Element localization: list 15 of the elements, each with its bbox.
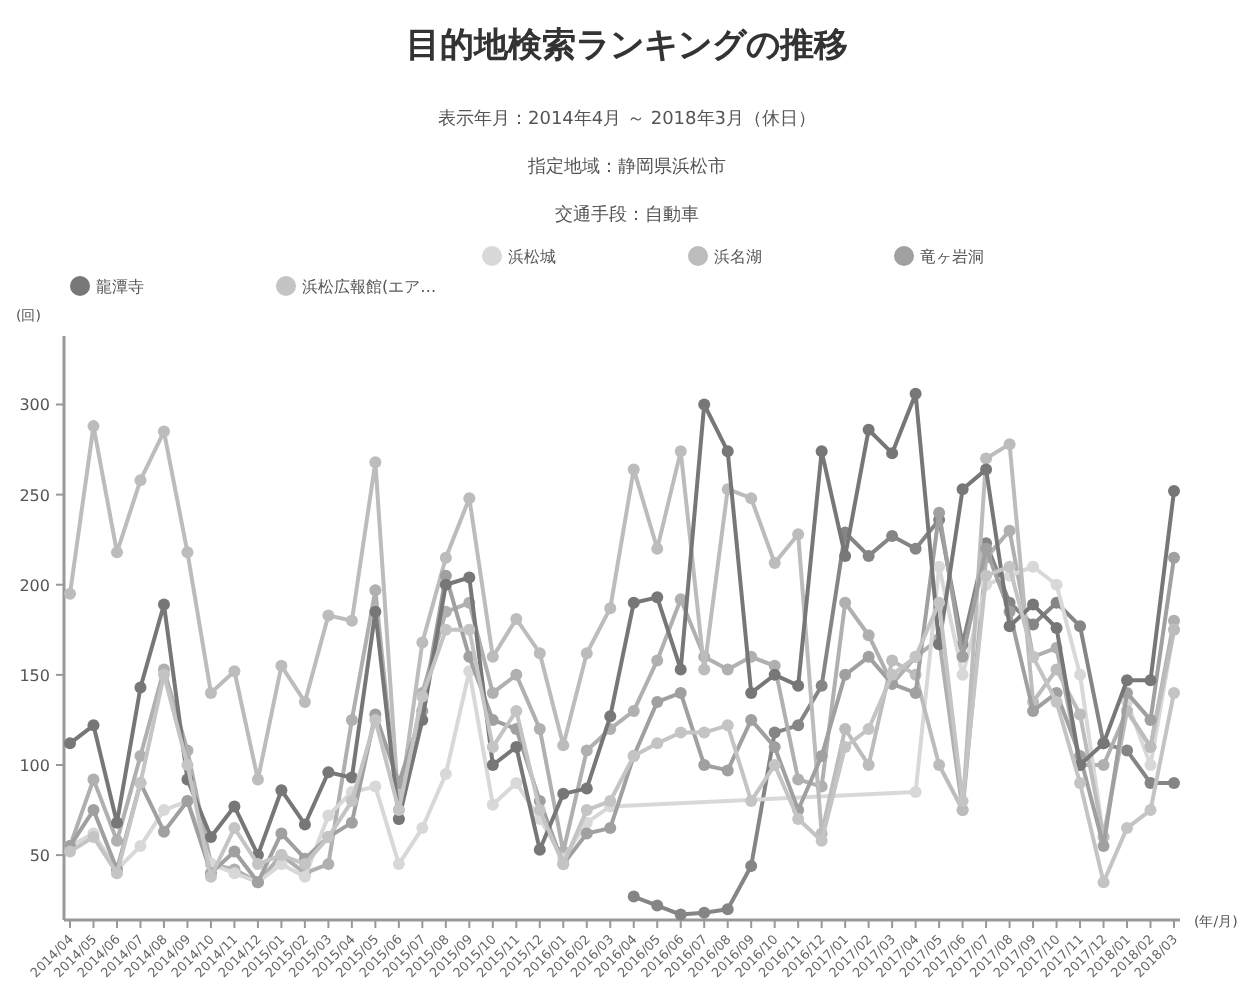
text: 指定地域：静岡県浜松市 bbox=[526, 156, 726, 178]
legend-label: 浜松城 bbox=[508, 248, 556, 266]
legend-label: 浜松広報館(エア… bbox=[302, 278, 437, 296]
text: 交通手段：自動車 bbox=[555, 204, 699, 226]
y-tick-label: 200 bbox=[19, 576, 50, 595]
legend-label: 龍潭寺 bbox=[96, 278, 144, 296]
legend-label: 竜ヶ岩洞 bbox=[920, 248, 984, 266]
chart-subtitle: 表示年月：2014年4月 ～ 2018年3月（休日） bbox=[438, 108, 816, 130]
y-tick-label: 50 bbox=[29, 847, 50, 866]
y-tick-label: 150 bbox=[19, 666, 50, 685]
y-tick-label: 250 bbox=[19, 486, 50, 505]
chart-title: 目的地検索ランキングの推移 bbox=[406, 26, 848, 66]
y-tick-label: 300 bbox=[19, 396, 50, 415]
legend-label: 浜名湖 bbox=[714, 248, 762, 266]
y-tick-label: 100 bbox=[19, 756, 50, 775]
